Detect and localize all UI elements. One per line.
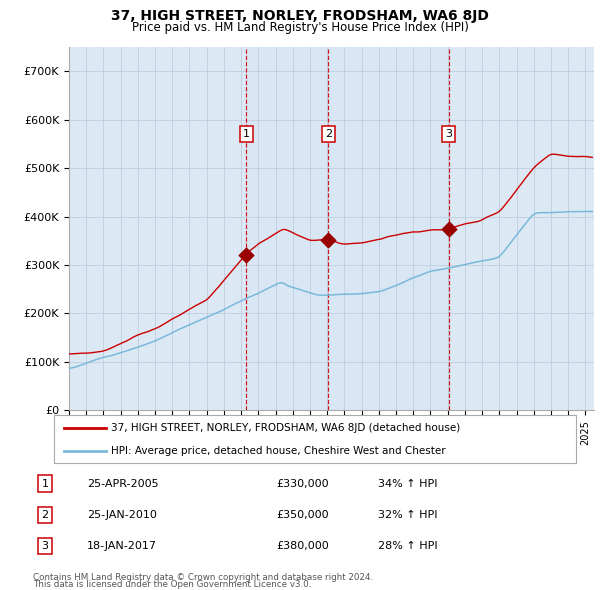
Text: 3: 3 bbox=[41, 541, 49, 551]
Text: 37, HIGH STREET, NORLEY, FRODSHAM, WA6 8JD (detached house): 37, HIGH STREET, NORLEY, FRODSHAM, WA6 8… bbox=[112, 423, 461, 433]
Text: 2: 2 bbox=[325, 129, 332, 139]
Text: 32% ↑ HPI: 32% ↑ HPI bbox=[378, 510, 437, 520]
Text: £350,000: £350,000 bbox=[276, 510, 329, 520]
Text: 28% ↑ HPI: 28% ↑ HPI bbox=[378, 541, 437, 551]
Text: This data is licensed under the Open Government Licence v3.0.: This data is licensed under the Open Gov… bbox=[33, 580, 311, 589]
Text: 25-JAN-2010: 25-JAN-2010 bbox=[87, 510, 157, 520]
Text: HPI: Average price, detached house, Cheshire West and Chester: HPI: Average price, detached house, Ches… bbox=[112, 445, 446, 455]
Text: 3: 3 bbox=[445, 129, 452, 139]
Point bbox=[242, 250, 251, 259]
Text: Contains HM Land Registry data © Crown copyright and database right 2024.: Contains HM Land Registry data © Crown c… bbox=[33, 573, 373, 582]
Text: 25-APR-2005: 25-APR-2005 bbox=[87, 478, 158, 489]
Text: 37, HIGH STREET, NORLEY, FRODSHAM, WA6 8JD: 37, HIGH STREET, NORLEY, FRODSHAM, WA6 8… bbox=[111, 9, 489, 24]
Text: 1: 1 bbox=[243, 129, 250, 139]
Text: £330,000: £330,000 bbox=[276, 478, 329, 489]
Bar bbox=[247, 47, 449, 410]
Text: Price paid vs. HM Land Registry's House Price Index (HPI): Price paid vs. HM Land Registry's House … bbox=[131, 21, 469, 34]
Text: 18-JAN-2017: 18-JAN-2017 bbox=[87, 541, 157, 551]
Text: 34% ↑ HPI: 34% ↑ HPI bbox=[378, 478, 437, 489]
Text: £380,000: £380,000 bbox=[276, 541, 329, 551]
Point bbox=[323, 235, 333, 244]
Point bbox=[444, 224, 454, 233]
Text: 1: 1 bbox=[41, 478, 49, 489]
Text: 2: 2 bbox=[41, 510, 49, 520]
